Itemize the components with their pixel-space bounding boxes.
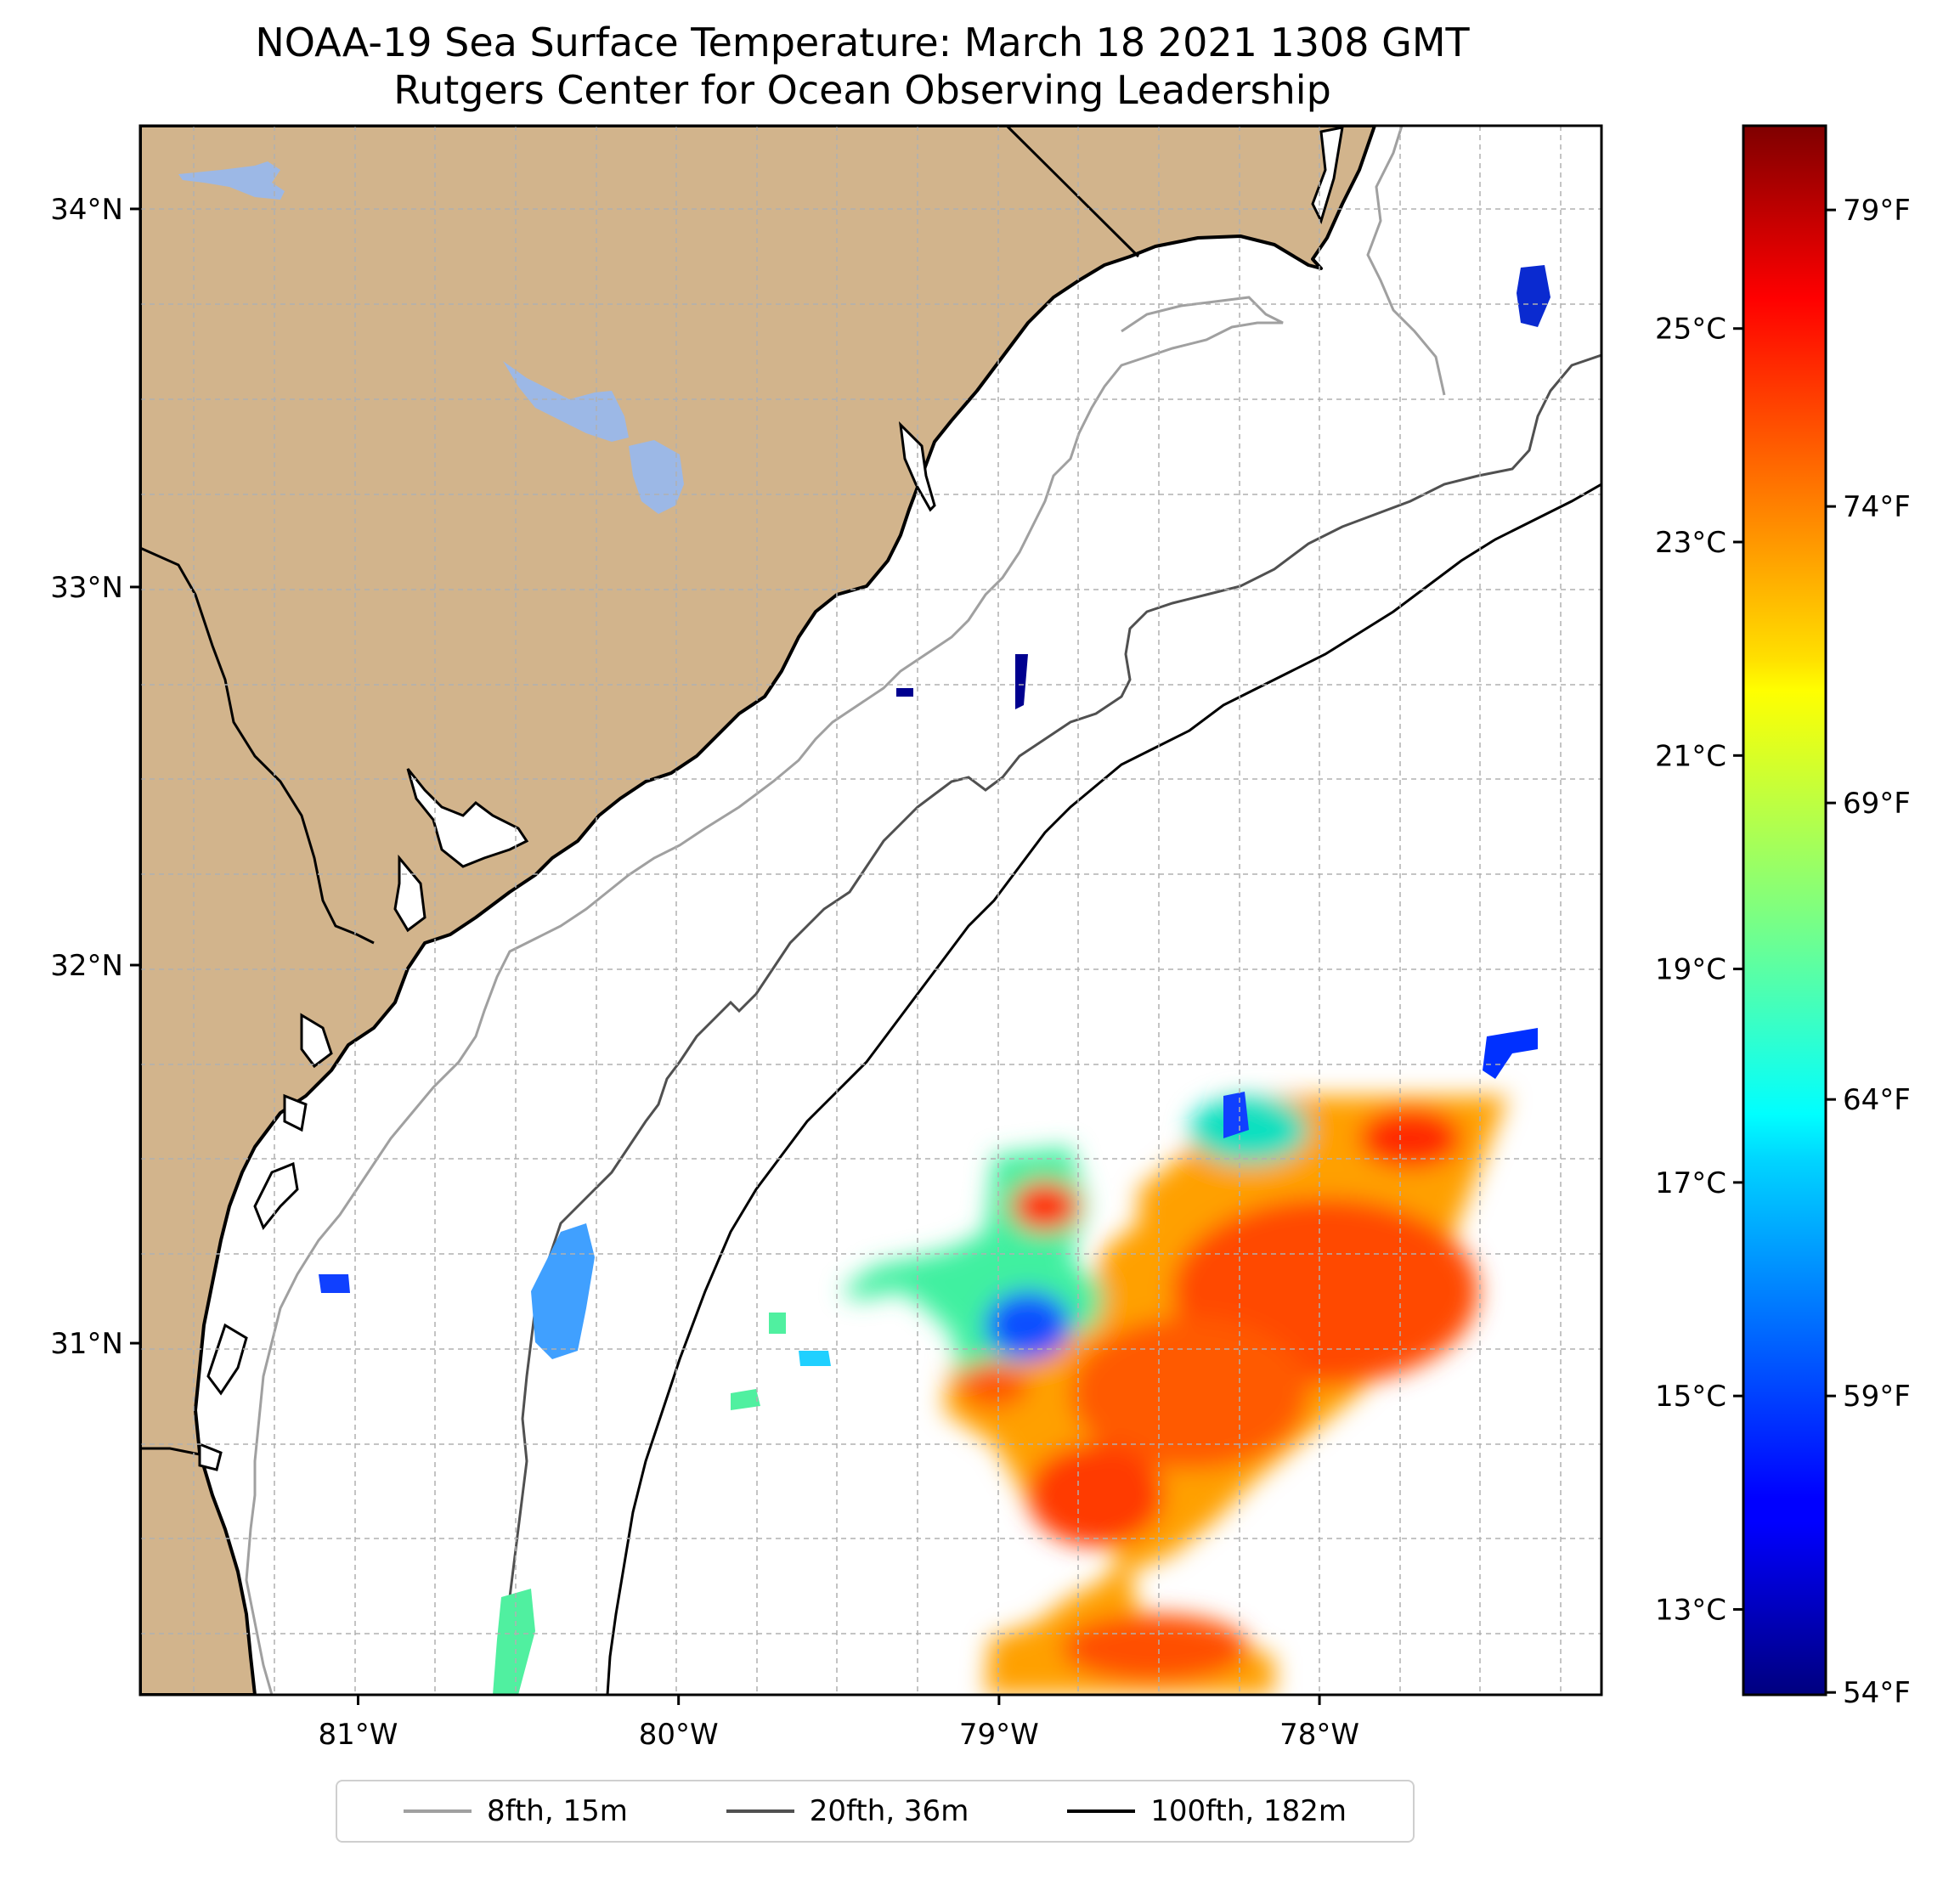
colorbar-fahrenheit-axis: 79°F 74°F 69°F 64°F 59°F 54°F xyxy=(1826,194,1911,1710)
sst-small-blue-1 xyxy=(319,1274,350,1293)
sst-blue-patch-far-ne xyxy=(1483,1028,1538,1079)
longitude-axis: 81°W 80°W 79°W 78°W xyxy=(319,1695,1359,1752)
lake-marion xyxy=(178,161,285,200)
celsius-tick-label: 25°C xyxy=(1655,313,1726,347)
contour-legend: 8fth, 15m 20fth, 36m 100fth, 182m xyxy=(336,1780,1415,1843)
contour-8fth xyxy=(245,126,1446,1695)
sst-red-spot-north xyxy=(1011,1181,1079,1232)
celsius-tick-label: 15°C xyxy=(1655,1380,1726,1414)
contour-100fth xyxy=(606,483,1601,1695)
colorbar xyxy=(1742,124,1827,1697)
lon-tick-label: 78°W xyxy=(1279,1718,1359,1752)
legend-label-8fth: 8fth, 15m xyxy=(486,1794,628,1828)
fahrenheit-tick-label: 79°F xyxy=(1843,194,1911,228)
sst-core-northeast xyxy=(1359,1109,1461,1168)
fahrenheit-tick-label: 54°F xyxy=(1843,1676,1911,1710)
fahrenheit-tick-label: 59°F xyxy=(1843,1380,1911,1414)
legend-item-20fth: 20fth, 36m xyxy=(726,1794,969,1828)
lake-moultrie-1 xyxy=(503,361,629,442)
legend-label-20fth: 20fth, 36m xyxy=(809,1794,969,1828)
colorbar-celsius-axis: 25°C 23°C 21°C 19°C 17°C 15°C 13°C xyxy=(1655,313,1743,1627)
sst-nearshore-patch xyxy=(531,1223,595,1359)
fahrenheit-tick-label: 69°F xyxy=(1843,787,1911,821)
lon-tick-label: 79°W xyxy=(959,1718,1039,1752)
sst-small-blue-3 xyxy=(896,688,913,697)
land-mass xyxy=(140,126,1376,1695)
sst-small-blue-2 xyxy=(1015,654,1028,709)
celsius-tick-label: 21°C xyxy=(1655,739,1726,773)
fahrenheit-tick-label: 74°F xyxy=(1843,490,1911,524)
sst-red-spot-west xyxy=(960,1361,1028,1409)
legend-item-8fth: 8fth, 15m xyxy=(403,1794,628,1828)
celsius-tick-label: 19°C xyxy=(1655,953,1726,987)
sst-data xyxy=(319,265,1550,1695)
sst-core-south xyxy=(1028,1444,1164,1546)
map-title: NOAA-19 Sea Surface Temperature: March 1… xyxy=(255,20,1470,65)
sst-core-bottom xyxy=(1062,1614,1249,1682)
fahrenheit-tick-label: 64°F xyxy=(1843,1083,1911,1117)
celsius-tick-label: 23°C xyxy=(1655,526,1726,560)
state-border-2 xyxy=(140,1447,201,1456)
sst-blue-patch xyxy=(986,1291,1070,1359)
gridlines xyxy=(140,126,1601,1695)
map-frame xyxy=(138,124,1603,1697)
sst-blue-top-right xyxy=(1517,265,1550,327)
state-border-south xyxy=(140,546,375,945)
lat-tick-label: 32°N xyxy=(50,949,123,983)
lat-tick-label: 34°N xyxy=(50,193,123,227)
lat-tick-label: 31°N xyxy=(50,1327,123,1361)
latitude-axis: 31°N 32°N 33°N 34°N xyxy=(50,193,140,1361)
lake-moultrie-2 xyxy=(629,440,684,514)
legend-label-100fth: 100fth, 182m xyxy=(1150,1794,1347,1828)
celsius-tick-label: 17°C xyxy=(1655,1166,1726,1200)
legend-swatch-100fth xyxy=(1067,1809,1136,1813)
lon-tick-label: 81°W xyxy=(319,1718,398,1752)
sst-small-cyan xyxy=(799,1351,831,1366)
map-area xyxy=(140,126,1601,1695)
sst-small-green-1 xyxy=(769,1313,786,1334)
legend-swatch-20fth xyxy=(726,1809,794,1813)
sst-small-green-2 xyxy=(731,1389,760,1410)
legend-item-100fth: 100fth, 182m xyxy=(1067,1794,1347,1828)
inlet-channels xyxy=(198,126,1344,1471)
celsius-tick-label: 13°C xyxy=(1655,1593,1726,1627)
sst-south-strip xyxy=(493,1589,535,1695)
lat-tick-label: 33°N xyxy=(50,571,123,605)
map-subtitle: Rutgers Center for Ocean Observing Leade… xyxy=(393,67,1331,113)
sst-blue-edge-ne xyxy=(1223,1092,1249,1138)
lon-tick-label: 80°W xyxy=(639,1718,719,1752)
sst-core-central xyxy=(1070,1317,1308,1470)
state-border xyxy=(1005,126,1140,258)
legend-swatch-8fth xyxy=(403,1809,472,1813)
